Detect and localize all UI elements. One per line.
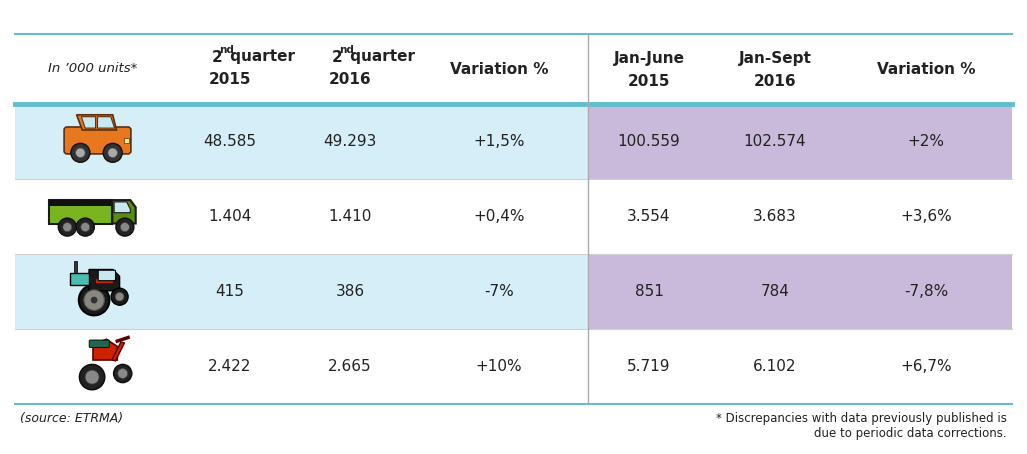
Text: 3.683: 3.683 <box>753 209 797 224</box>
Polygon shape <box>89 270 119 291</box>
Circle shape <box>76 148 85 158</box>
Circle shape <box>103 143 122 162</box>
FancyBboxPatch shape <box>64 127 130 154</box>
Text: 2015: 2015 <box>208 71 252 87</box>
Text: 48.585: 48.585 <box>203 134 257 149</box>
Polygon shape <box>70 273 89 285</box>
Circle shape <box>71 143 90 162</box>
Circle shape <box>114 365 131 383</box>
Text: 2: 2 <box>332 49 343 64</box>
Polygon shape <box>98 117 115 128</box>
Text: -7%: -7% <box>484 284 514 299</box>
Text: 6.102: 6.102 <box>753 359 797 374</box>
Circle shape <box>59 218 76 236</box>
Circle shape <box>84 290 105 310</box>
FancyBboxPatch shape <box>49 200 112 223</box>
Text: -7,8%: -7,8% <box>904 284 948 299</box>
Circle shape <box>81 222 89 232</box>
Text: +3,6%: +3,6% <box>900 209 952 224</box>
Text: 2.665: 2.665 <box>329 359 372 374</box>
Text: Jan-Sept: Jan-Sept <box>738 51 811 66</box>
Text: nd: nd <box>219 45 234 55</box>
Text: 2015: 2015 <box>627 74 671 89</box>
Circle shape <box>85 370 99 384</box>
Text: 2016: 2016 <box>754 74 796 89</box>
Polygon shape <box>114 202 130 213</box>
Text: * Discrepancies with data previously published is
due to periodic data correctio: * Discrepancies with data previously pub… <box>716 412 1007 440</box>
Text: 851: 851 <box>635 284 663 299</box>
Text: Jan-June: Jan-June <box>613 51 685 66</box>
Polygon shape <box>81 117 96 128</box>
Text: nd: nd <box>339 45 354 55</box>
Polygon shape <box>77 115 116 130</box>
Text: +10%: +10% <box>476 359 523 374</box>
Circle shape <box>90 297 98 304</box>
Text: (source: ETRMA): (source: ETRMA) <box>20 412 123 425</box>
FancyBboxPatch shape <box>89 340 109 347</box>
Circle shape <box>79 365 105 390</box>
Text: 3.554: 3.554 <box>627 209 671 224</box>
Circle shape <box>118 369 127 379</box>
Bar <box>49 200 112 206</box>
Bar <box>15 104 588 179</box>
Circle shape <box>111 288 128 305</box>
Polygon shape <box>112 200 136 223</box>
Bar <box>588 254 1012 329</box>
Text: 2016: 2016 <box>329 71 372 87</box>
Text: quarter: quarter <box>345 49 415 64</box>
Text: +1,5%: +1,5% <box>473 134 525 149</box>
Circle shape <box>108 148 117 158</box>
Circle shape <box>63 222 72 232</box>
Bar <box>124 138 128 143</box>
Text: +2%: +2% <box>908 134 945 149</box>
Text: quarter: quarter <box>225 49 295 64</box>
Polygon shape <box>112 342 124 361</box>
Text: 2.422: 2.422 <box>208 359 252 374</box>
Text: In ’000 units*: In ’000 units* <box>48 63 138 75</box>
Circle shape <box>79 285 110 316</box>
Text: Variation %: Variation % <box>877 61 976 77</box>
Text: 386: 386 <box>336 284 365 299</box>
Bar <box>15 34 1012 104</box>
Bar <box>15 254 588 329</box>
Bar <box>588 329 1012 404</box>
Text: 1.404: 1.404 <box>208 209 252 224</box>
Text: 5.719: 5.719 <box>627 359 671 374</box>
Circle shape <box>76 218 94 236</box>
Polygon shape <box>93 339 117 360</box>
Circle shape <box>116 218 134 236</box>
Text: 102.574: 102.574 <box>744 134 806 149</box>
Bar <box>588 179 1012 254</box>
Text: +6,7%: +6,7% <box>901 359 952 374</box>
Bar <box>74 261 77 273</box>
FancyBboxPatch shape <box>99 270 115 281</box>
Text: 49.293: 49.293 <box>324 134 377 149</box>
Text: 2: 2 <box>212 49 223 64</box>
Text: 100.559: 100.559 <box>617 134 680 149</box>
Text: Variation %: Variation % <box>450 61 548 77</box>
Bar <box>96 279 113 283</box>
Circle shape <box>120 222 129 232</box>
Bar <box>15 329 588 404</box>
Circle shape <box>115 292 124 301</box>
Text: 415: 415 <box>216 284 244 299</box>
Bar <box>15 179 588 254</box>
Text: +0,4%: +0,4% <box>473 209 525 224</box>
Text: 784: 784 <box>761 284 790 299</box>
Bar <box>588 104 1012 179</box>
Text: 1.410: 1.410 <box>329 209 372 224</box>
